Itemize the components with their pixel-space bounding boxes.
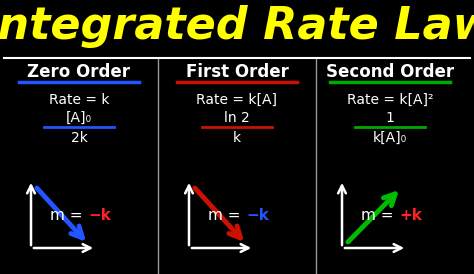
- Text: k[A]₀: k[A]₀: [373, 131, 407, 145]
- Text: +k: +k: [399, 207, 422, 222]
- Text: ln 2: ln 2: [224, 111, 250, 125]
- Text: Rate = k[A]: Rate = k[A]: [197, 93, 277, 107]
- Text: [A]₀: [A]₀: [66, 111, 92, 125]
- Text: Rate = k: Rate = k: [49, 93, 109, 107]
- Text: Rate = k[A]²: Rate = k[A]²: [347, 93, 433, 107]
- Text: 1: 1: [385, 111, 394, 125]
- Text: −k: −k: [246, 207, 269, 222]
- Text: 2k: 2k: [71, 131, 87, 145]
- Text: Integrated Rate Law: Integrated Rate Law: [0, 5, 474, 48]
- Text: First Order: First Order: [185, 63, 289, 81]
- Text: −k: −k: [88, 207, 111, 222]
- Text: m =: m =: [50, 207, 87, 222]
- Text: m =: m =: [361, 207, 398, 222]
- Text: m =: m =: [208, 207, 245, 222]
- Text: Zero Order: Zero Order: [27, 63, 130, 81]
- Text: k: k: [233, 131, 241, 145]
- Text: Second Order: Second Order: [326, 63, 454, 81]
